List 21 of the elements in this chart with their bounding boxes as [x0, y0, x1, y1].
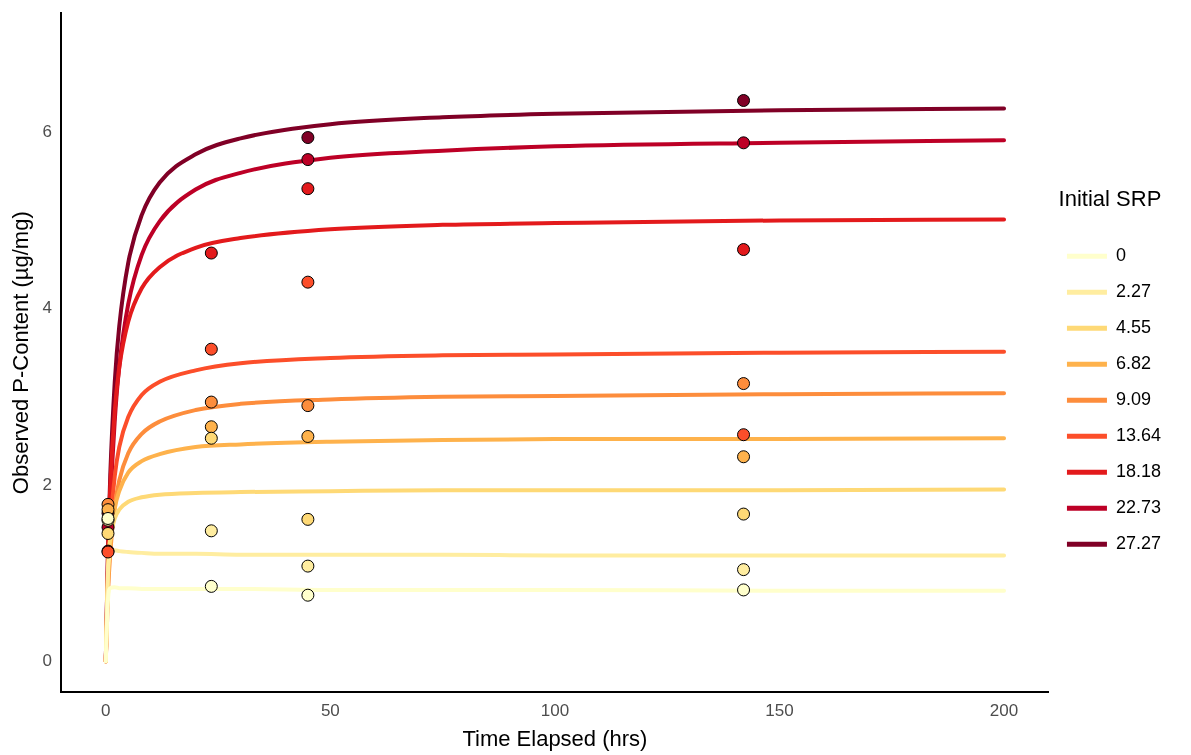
- y-tick-label: 6: [42, 121, 52, 141]
- y-tick-label: 4: [42, 298, 52, 318]
- y-axis-title: Observed P-Content (µg/mg): [8, 211, 34, 495]
- legend-label: 2.27: [1115, 281, 1151, 302]
- legend-label: 4.55: [1115, 317, 1151, 338]
- x-tick-label: 0: [101, 701, 111, 721]
- legend-label: 27.27: [1115, 533, 1161, 554]
- x-tick-label: 200: [989, 701, 1019, 721]
- y-tick-label: 2: [42, 474, 52, 494]
- legend-label: 13.64: [1115, 425, 1161, 446]
- x-tick-label: 50: [320, 701, 340, 721]
- legend-title: Initial SRP: [1058, 185, 1162, 211]
- y-tick-label: 0: [42, 651, 52, 671]
- legend-label: 18.18: [1115, 461, 1161, 482]
- legend-label: 6.82: [1115, 353, 1151, 374]
- legend-label: 22.73: [1115, 497, 1161, 518]
- x-tick-label: 100: [540, 701, 570, 721]
- x-axis-title: Time Elapsed (hrs): [462, 725, 648, 751]
- legend-label: 0: [1115, 245, 1126, 266]
- x-tick-label: 150: [765, 701, 794, 721]
- legend-label: 9.09: [1115, 389, 1151, 410]
